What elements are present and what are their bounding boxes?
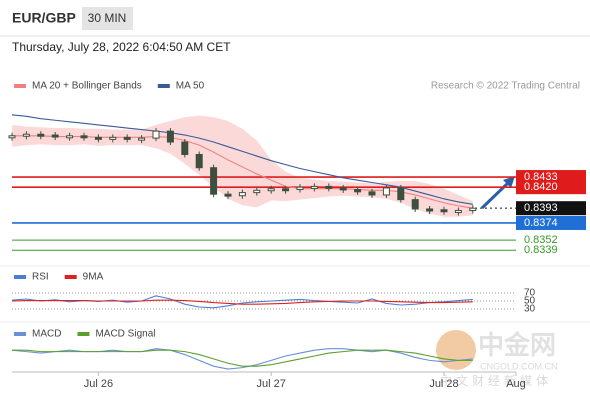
source: Research © 2022 Trading Central [431, 81, 580, 92]
ma-line [11, 114, 473, 205]
candle [181, 141, 189, 155]
candle [282, 188, 290, 192]
candle [382, 187, 390, 196]
candle [426, 208, 434, 212]
legend-swatch [14, 332, 26, 336]
candle [123, 136, 131, 140]
legend-label: RSI [32, 272, 49, 283]
candle [109, 136, 117, 140]
level-label: 0.8433 [524, 171, 558, 183]
candle [80, 135, 88, 139]
watermark-site: CNGOLD.COM.CN [480, 361, 558, 371]
x-tick-label: Aug [506, 378, 526, 390]
candle [440, 209, 448, 213]
candle [152, 130, 160, 139]
candle [411, 199, 419, 210]
candle [224, 193, 232, 197]
x-tick-label: Jul 27 [257, 378, 286, 390]
ma-line [12, 135, 473, 209]
x-tick-label: Jul 28 [429, 378, 458, 390]
level-box [516, 201, 586, 216]
symbol: EUR/GBP [12, 10, 76, 26]
level-label: 0.8393 [524, 202, 558, 214]
level-label: 0.8374 [524, 217, 558, 229]
candle [195, 153, 203, 169]
interval-badge [82, 7, 133, 30]
level-box [516, 215, 586, 230]
candle [267, 188, 275, 192]
candle [66, 135, 74, 139]
y-tick-label: 30 [524, 304, 536, 315]
timestamp: Thursday, July 28, 2022 6:04:50 AM CET [12, 40, 231, 54]
bollinger-band [12, 115, 473, 217]
legend-label: 9MA [83, 272, 104, 283]
candle [37, 133, 45, 137]
candle [325, 185, 333, 189]
watermark: 中金网 CNGOLD.COM.CN 中文财经新媒体 [436, 330, 558, 388]
level-box [516, 180, 586, 195]
candle [368, 191, 376, 196]
legend-label: MACD [32, 329, 61, 340]
legend-swatch [14, 84, 26, 88]
candle [253, 189, 261, 194]
watermark-slogan: 中文财经新媒体 [440, 373, 552, 388]
legend-label: MA 20 + Bollinger Bands [32, 81, 142, 92]
candle [94, 136, 102, 140]
candle [166, 130, 174, 143]
watermark-logo [436, 330, 476, 370]
indicator-line [11, 299, 473, 305]
legend-label: MACD Signal [95, 329, 155, 340]
level-label: 0.8339 [524, 244, 558, 256]
candle [296, 186, 304, 191]
candle [210, 167, 218, 195]
candle [454, 210, 462, 214]
legend-swatch [157, 84, 170, 88]
candle [310, 185, 318, 189]
y-tick-label: 70 [524, 288, 536, 299]
y-tick-label: 50 [524, 296, 536, 307]
indicator-line [12, 349, 473, 367]
candle [354, 189, 362, 193]
legend-swatch [64, 275, 77, 279]
candle [51, 134, 59, 138]
watermark-brand: 中金网 [478, 330, 556, 360]
level-label: 0.8420 [524, 181, 558, 193]
x-tick-label: Jul 26 [84, 378, 113, 390]
candle [397, 187, 405, 201]
candle [238, 192, 246, 197]
candle [138, 137, 146, 141]
candle [22, 133, 30, 137]
interval: 30 MIN [88, 11, 127, 25]
legend-swatch [14, 275, 26, 279]
legend-swatch [77, 332, 90, 336]
legend-label: MA 50 [176, 81, 205, 92]
candle [339, 187, 347, 191]
forecast-arrow-head [503, 176, 515, 188]
level-label: 0.8352 [524, 234, 558, 246]
candle [469, 207, 477, 212]
candle [8, 135, 16, 139]
